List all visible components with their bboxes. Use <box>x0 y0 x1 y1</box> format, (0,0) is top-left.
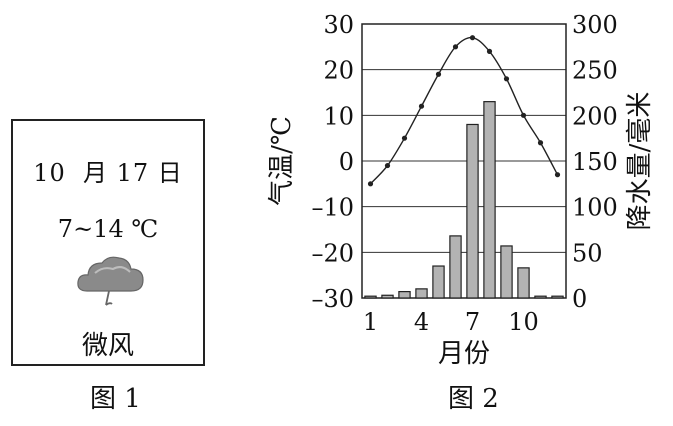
precipitation-bar <box>534 295 547 299</box>
figure1-weather-card: 10 月 17 日 7~14 ℃ 微风 <box>11 119 205 366</box>
weather-date: 10 月 17 日 <box>33 159 183 187</box>
temperature-tick-label: 10 <box>323 102 354 130</box>
temperature-point <box>554 172 561 178</box>
temperature-axis-label: 气温/℃ <box>267 116 297 206</box>
temperature-tick-label: –20 <box>311 239 354 267</box>
temperature-point <box>486 48 493 55</box>
precipitation-tick-label: 0 <box>572 285 587 313</box>
temperature-point <box>418 103 425 109</box>
figure1-caption: 图 1 <box>90 384 141 414</box>
temperature-point <box>469 35 476 41</box>
precipitation-bar <box>551 295 564 299</box>
temperature-line <box>369 36 559 185</box>
x-axis-label: 月份 <box>438 339 490 369</box>
temperature-point <box>384 162 391 169</box>
precipitation-bar <box>500 245 513 299</box>
month-tick-label: 1 <box>363 308 378 336</box>
temperature-point <box>537 140 544 146</box>
month-tick-label: 10 <box>508 308 539 336</box>
temperature-tick-label: 0 <box>339 148 354 176</box>
precipitation-bar <box>415 288 428 299</box>
precipitation-bar <box>449 235 462 299</box>
precipitation-bar <box>364 295 377 299</box>
temperature-tick-label: 20 <box>323 57 354 85</box>
cloud-rain-icon <box>77 256 144 306</box>
figure2-caption: 图 2 <box>448 384 499 414</box>
temperature-point <box>367 181 374 187</box>
month-tick-label: 4 <box>414 308 429 336</box>
precipitation-bar <box>432 265 445 299</box>
temperature-tick-label: 30 <box>323 11 354 39</box>
precipitation-tick-label: 250 <box>572 57 618 85</box>
month-tick-label: 7 <box>465 308 480 336</box>
precipitation-bar <box>398 291 411 299</box>
precipitation-tick-label: 200 <box>572 102 618 130</box>
precipitation-bar <box>483 101 496 299</box>
temperature-point <box>452 44 459 50</box>
precipitation-axis-label: 降水量/毫米 <box>625 92 655 231</box>
precipitation-tick-label: 150 <box>572 148 618 176</box>
plot-frame <box>361 23 567 299</box>
precipitation-bar <box>466 123 479 299</box>
temperature-tick-label: –10 <box>311 194 354 222</box>
temperature-tick-label: –30 <box>311 285 354 313</box>
precipitation-tick-label: 100 <box>572 194 618 222</box>
weather-wind: 微风 <box>81 331 134 361</box>
precipitation-tick-label: 50 <box>572 239 603 267</box>
temperature-point <box>520 112 527 118</box>
weather-temperature: 7~14 ℃ <box>57 215 159 243</box>
precipitation-tick-label: 300 <box>572 11 618 39</box>
temperature-point <box>401 135 408 141</box>
temperature-point <box>435 71 442 77</box>
precipitation-bar <box>517 267 530 299</box>
temperature-point <box>503 76 510 82</box>
precipitation-bar <box>381 294 394 299</box>
